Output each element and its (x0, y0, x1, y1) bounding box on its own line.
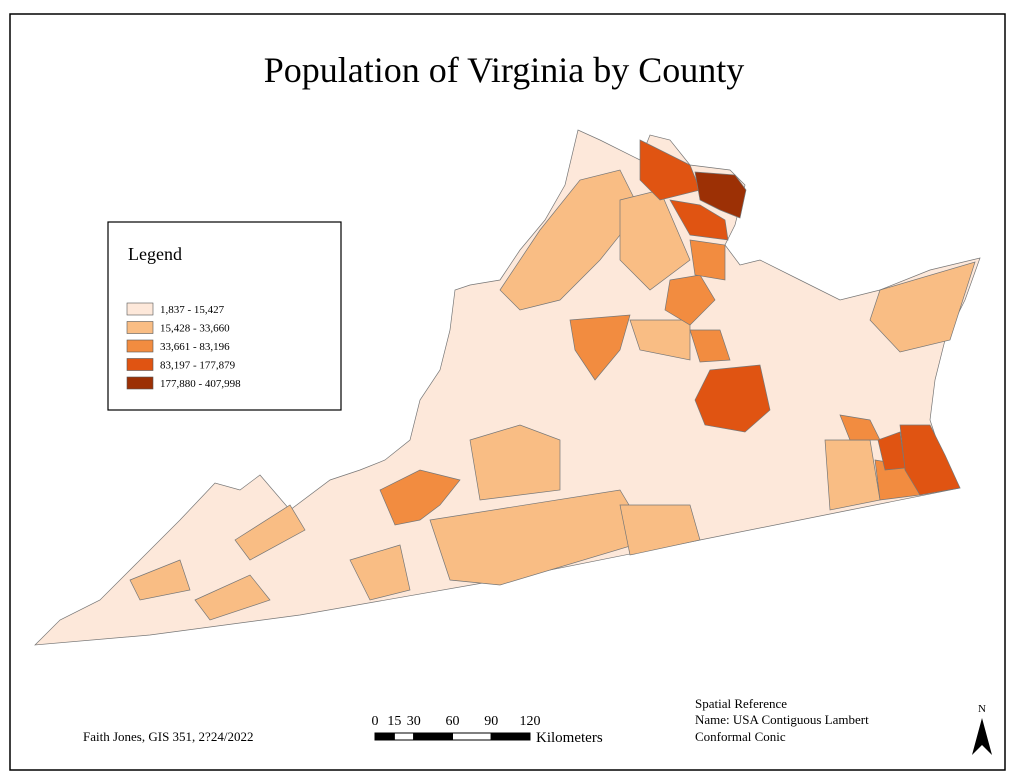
county-region (499, 169, 641, 311)
county-region (619, 504, 701, 556)
scale-segment (374, 732, 395, 741)
county-region (664, 274, 716, 326)
scale-label: 0 (372, 714, 379, 729)
scale-segment (413, 732, 453, 741)
virginia (34, 129, 981, 646)
county-region (234, 504, 306, 561)
county-region (669, 199, 729, 241)
legend-label: 15,428 - 33,660 (160, 323, 230, 335)
legend-items: 1,837 - 15,427 15,428 - 33,660 33,661 - 83… (126, 302, 241, 390)
county-region (899, 424, 961, 496)
county-region (639, 139, 701, 201)
north-arrow-shape (972, 718, 992, 755)
county-region (694, 171, 747, 219)
north-arrow: N (972, 703, 992, 755)
scale-label: 90 (484, 714, 498, 729)
legend-label: 83,197 - 177,879 (160, 360, 236, 372)
scale-segment (452, 732, 492, 741)
legend-swatch (126, 321, 154, 334)
legend: Legend 1,837 - 15,427 15,428 - 33,660 33,6… (107, 221, 342, 411)
scale-label: 30 (407, 714, 421, 729)
north-label: N (978, 703, 986, 715)
county-region (569, 314, 631, 381)
legend-swatch (126, 339, 154, 353)
scale-unit: Kilometers (536, 730, 603, 746)
county-region (429, 489, 651, 586)
county-region (877, 431, 906, 471)
legend-label: 177,880 - 407,998 (160, 378, 241, 390)
legend-swatch (126, 302, 154, 316)
scale-label: 15 (387, 714, 401, 729)
legend-title: Legend (128, 244, 182, 264)
scale-segment (393, 732, 415, 741)
credit: Faith Jones, GIS 351, 2?24/2022 (83, 729, 253, 744)
spatial-reference: Name: USA Contiguous Lambert (695, 712, 869, 727)
county-region (129, 559, 191, 601)
county-region (194, 574, 271, 621)
spatial-reference: Conformal Conic (695, 729, 786, 744)
county-region (869, 261, 976, 353)
map-title: Population of Virginia by County (264, 50, 745, 90)
scale-label: 120 (520, 714, 541, 729)
spatial-reference: Spatial Reference (695, 696, 787, 711)
legend-swatch (126, 358, 154, 371)
legend-label: 33,661 - 83,196 (160, 341, 230, 353)
county-region (34, 129, 981, 646)
county-region (629, 319, 691, 361)
county-region (689, 329, 731, 363)
legend-label: 1,837 - 15,427 (160, 304, 225, 316)
county-region (349, 544, 411, 601)
county-region (379, 469, 461, 526)
county-region (694, 364, 771, 433)
county-region (689, 239, 726, 281)
scale-segment (490, 732, 531, 741)
county-region (469, 424, 561, 501)
scale-label: 60 (446, 714, 460, 729)
legend-swatch (126, 376, 154, 390)
county-region (824, 439, 881, 511)
